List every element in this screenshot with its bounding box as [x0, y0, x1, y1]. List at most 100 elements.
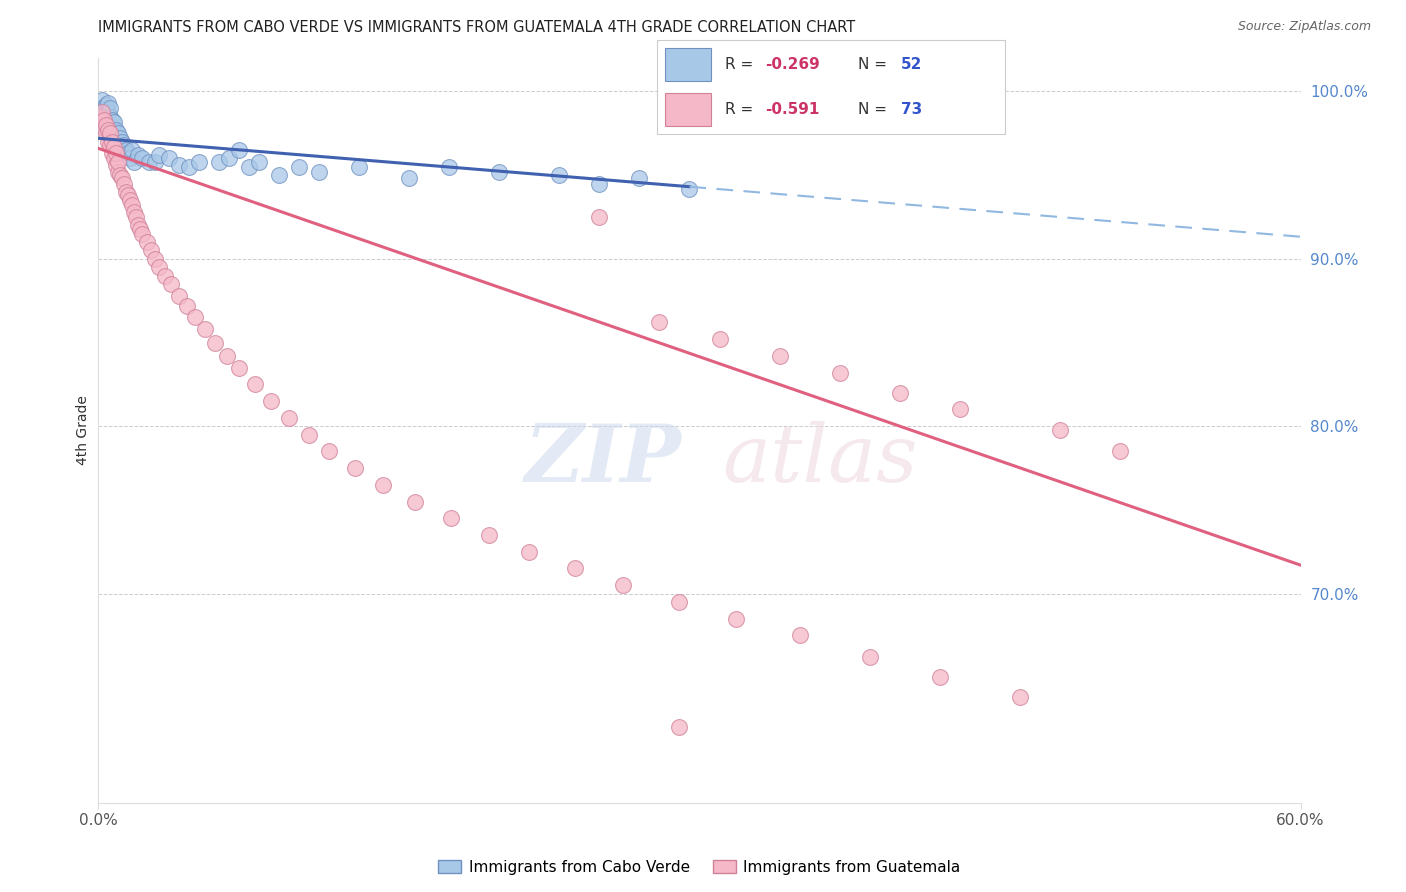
Point — [124, 205, 146, 219]
Point — [318, 444, 340, 458]
Point — [93, 112, 115, 127]
Point — [298, 427, 321, 442]
Point — [398, 171, 420, 186]
Text: -0.591: -0.591 — [765, 102, 820, 117]
Point — [228, 360, 250, 375]
Point — [564, 561, 586, 575]
Point — [105, 123, 128, 137]
Point — [548, 168, 571, 182]
Point — [238, 160, 260, 174]
Point — [139, 244, 162, 258]
Point — [343, 461, 366, 475]
Text: Source: ZipAtlas.com: Source: ZipAtlas.com — [1237, 20, 1371, 33]
Point — [267, 168, 290, 182]
Point — [648, 315, 671, 329]
Point — [103, 152, 125, 166]
Point — [107, 138, 129, 153]
Point — [153, 268, 176, 283]
Point — [135, 235, 157, 249]
Point — [1010, 690, 1032, 705]
Point — [128, 148, 150, 162]
Legend: Immigrants from Cabo Verde, Immigrants from Guatemala: Immigrants from Cabo Verde, Immigrants f… — [432, 854, 967, 880]
Point — [103, 139, 125, 153]
Point — [120, 152, 142, 166]
Point — [183, 310, 205, 325]
Point — [148, 148, 170, 162]
Point — [668, 595, 690, 609]
FancyBboxPatch shape — [665, 48, 711, 81]
Text: ZIP: ZIP — [524, 421, 682, 499]
Point — [724, 612, 747, 626]
Point — [101, 135, 124, 149]
Point — [1109, 444, 1132, 458]
Point — [668, 721, 690, 735]
Point — [93, 121, 115, 136]
Point — [131, 227, 153, 241]
Point — [97, 135, 120, 149]
Point — [517, 545, 540, 559]
Point — [101, 121, 124, 136]
Point — [115, 185, 138, 199]
Y-axis label: 4th Grade: 4th Grade — [76, 395, 90, 466]
Point — [110, 168, 132, 182]
Point — [215, 349, 238, 363]
Text: N =: N = — [858, 57, 891, 72]
Point — [97, 114, 120, 128]
Point — [100, 138, 122, 153]
Point — [107, 126, 129, 140]
Point — [260, 394, 283, 409]
Point — [114, 177, 136, 191]
Point — [218, 152, 240, 166]
Point — [101, 146, 124, 161]
FancyBboxPatch shape — [658, 40, 1005, 134]
Point — [117, 188, 139, 202]
Point — [89, 101, 111, 115]
Point — [929, 670, 952, 684]
Point — [121, 198, 143, 212]
Point — [612, 578, 634, 592]
Point — [204, 335, 226, 350]
Point — [143, 154, 166, 169]
Point — [129, 221, 152, 235]
Point — [288, 160, 311, 174]
Point — [97, 96, 120, 111]
Point — [121, 143, 143, 157]
Point — [440, 511, 463, 525]
Point — [105, 146, 128, 161]
Point — [628, 171, 651, 186]
Point — [107, 154, 129, 169]
Point — [949, 402, 972, 417]
Point — [437, 160, 460, 174]
Point — [488, 165, 510, 179]
Point — [228, 143, 250, 157]
Point — [157, 152, 180, 166]
Point — [120, 193, 142, 207]
Point — [91, 104, 114, 119]
Text: -0.269: -0.269 — [765, 57, 820, 72]
Point — [371, 477, 394, 491]
Text: 52: 52 — [901, 57, 922, 72]
Point — [404, 494, 426, 508]
Point — [177, 160, 200, 174]
Point — [769, 349, 792, 363]
Point — [131, 152, 153, 166]
Point — [111, 171, 134, 186]
Point — [889, 385, 911, 400]
Point — [115, 143, 138, 157]
Point — [478, 528, 501, 542]
Point — [93, 110, 115, 124]
Point — [125, 210, 148, 224]
Point — [93, 101, 115, 115]
Point — [167, 288, 190, 302]
Point — [128, 219, 150, 233]
Point — [97, 123, 120, 137]
Point — [103, 114, 125, 128]
Point — [167, 158, 190, 172]
FancyBboxPatch shape — [665, 93, 711, 126]
Point — [789, 628, 811, 642]
Point — [709, 332, 731, 346]
Point — [105, 158, 128, 172]
Point — [828, 366, 851, 380]
Point — [159, 277, 181, 291]
Point — [176, 299, 198, 313]
